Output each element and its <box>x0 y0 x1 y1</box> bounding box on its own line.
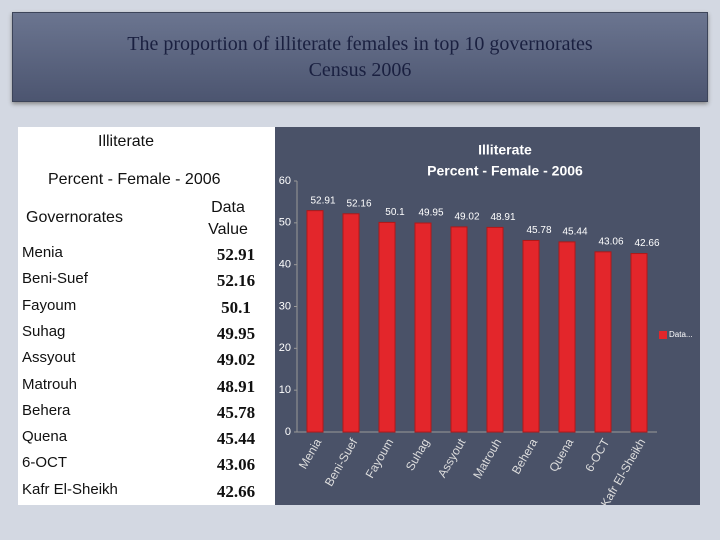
column-header: Data Value <box>208 199 248 238</box>
y-tick-label: 10 <box>279 384 291 396</box>
bar <box>558 241 576 433</box>
table-value: 50.1 <box>221 297 251 317</box>
bar <box>378 221 396 433</box>
bar <box>450 226 468 433</box>
bar <box>630 253 648 433</box>
bar <box>306 210 324 433</box>
data-label: 49.95 <box>418 208 443 219</box>
table-name: Kafr El-Sheikh <box>22 480 118 498</box>
chart-subtitle: Percent - Female - 2006 <box>427 163 583 179</box>
data-label: 52.16 <box>346 198 371 209</box>
table-name: Matrouh <box>22 375 78 393</box>
data-label: 50.1 <box>385 207 405 218</box>
table-value: 45.78 <box>216 402 256 422</box>
y-tick-label: 60 <box>279 175 291 187</box>
table-name: Assyout <box>22 349 76 367</box>
y-tick-label: 40 <box>279 259 291 271</box>
table-name: Beni-Suef <box>22 270 88 288</box>
table-value: 45.44 <box>216 429 256 449</box>
legend-label: Data... <box>669 330 693 339</box>
table-value: 42.66 <box>216 481 256 501</box>
table-value: 49.95 <box>216 323 256 343</box>
bar <box>594 251 612 433</box>
y-tick-label: 0 <box>285 426 291 438</box>
data-label: 43.06 <box>598 237 623 248</box>
table-title: Illiterate <box>98 133 155 150</box>
table-value: 49.02 <box>216 350 256 370</box>
table-name: Fayoum <box>22 296 77 314</box>
column-header: Governorates <box>26 209 123 226</box>
legend-swatch <box>659 331 667 339</box>
table-name: Quena <box>22 428 68 446</box>
y-tick-label: 20 <box>279 342 291 354</box>
header: The proportion of illiterate females in … <box>12 12 708 102</box>
chart: Illiterate Percent - Female - 2006 0 10 20… <box>275 127 700 505</box>
chart-title: Illiterate <box>478 142 532 158</box>
table-subtitle: Percent - Female - 2006 <box>48 171 221 188</box>
table-name: Suhag <box>22 322 66 340</box>
data-label: 49.02 <box>454 212 479 223</box>
table-value: 48.91 <box>216 376 256 396</box>
header-title: The proportion of illiterate females in … <box>127 33 593 55</box>
y-tick-label: 30 <box>279 300 291 312</box>
y-tick-label: 50 <box>279 217 291 229</box>
bar <box>414 222 432 433</box>
table-value: 52.91 <box>216 245 256 264</box>
bar <box>342 213 360 433</box>
table-name: Menia <box>22 244 63 261</box>
header-title: Census 2006 <box>308 59 412 81</box>
table-name: 6-OCT <box>22 454 67 472</box>
data-label: 42.66 <box>634 238 659 249</box>
table-value: 43.06 <box>216 455 256 475</box>
table-value: 52.16 <box>216 271 256 291</box>
data-label: 52.91 <box>310 195 335 206</box>
table-name: Behera <box>22 401 71 419</box>
data-label: 45.44 <box>562 227 587 238</box>
bar <box>486 226 504 433</box>
bar <box>522 239 540 433</box>
data-label: 48.91 <box>490 212 515 223</box>
data-label: 45.78 <box>526 225 551 236</box>
table-panel: Illiterate Percent - Female - 2006 Gover… <box>18 127 275 505</box>
